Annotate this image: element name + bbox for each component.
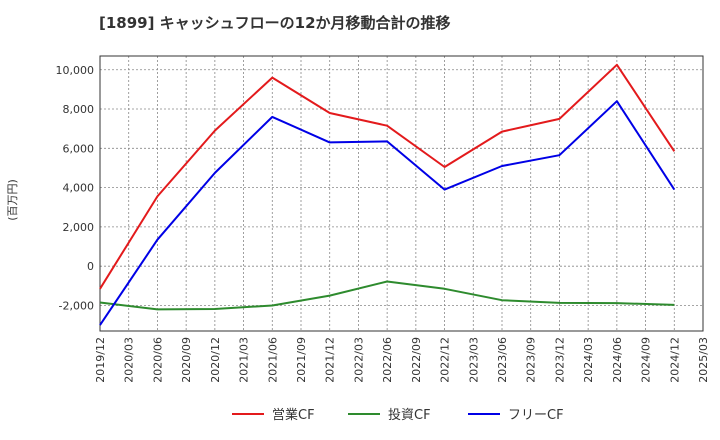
grid-lines: [99, 56, 704, 331]
x-tick-label: 2022/09: [410, 337, 423, 383]
chart-title: [1899] キャッシュフローの12か月移動合計の推移: [99, 14, 451, 32]
series-line-1: [99, 63, 676, 290]
y-axis-label: (百万円): [6, 179, 19, 221]
y-tick-label: 6,000: [63, 142, 95, 155]
y-tick-label: 2,000: [63, 221, 95, 234]
x-tick-label: 2023/06: [496, 337, 509, 383]
x-tick-label: 2020/06: [151, 337, 164, 383]
x-tick-label: 2019/12: [94, 337, 107, 383]
legend-label-2: 投資CF: [388, 407, 431, 423]
legend-label-1: 営業CF: [272, 407, 315, 423]
x-tick-label: 2024/06: [611, 337, 624, 383]
x-tick-label: 2024/12: [668, 337, 681, 383]
legend: 営業CF 投資CF フリーCF: [232, 407, 564, 423]
x-tick-label: 2024/03: [582, 337, 595, 383]
y-axis-ticks: -2,000 0 2,000 4,000 6,000 8,000 10,000: [56, 64, 95, 313]
x-tick-label: 2022/12: [439, 337, 452, 383]
x-tick-label: 2025/03: [697, 337, 710, 383]
y-tick-label: 10,000: [56, 64, 95, 77]
series-line-3: [99, 100, 676, 326]
x-tick-label: 2023/03: [467, 337, 480, 383]
x-tick-label: 2024/09: [640, 337, 653, 383]
x-tick-label: 2020/12: [209, 337, 222, 383]
plot-border: [99, 55, 704, 332]
series-line-2: [99, 280, 675, 311]
x-tick-label: 2023/12: [553, 337, 566, 383]
y-tick-label: 8,000: [63, 103, 95, 116]
y-tick-label: -2,000: [59, 299, 94, 312]
x-tick-label: 2021/09: [295, 337, 308, 383]
legend-label-3: フリーCF: [508, 408, 564, 423]
y-tick-label: 0: [87, 260, 94, 273]
x-axis-ticks: 2019/12 2020/03 2020/06 2020/09 2020/12 2021/…: [94, 337, 710, 383]
x-tick-label: 2022/06: [381, 337, 394, 383]
x-tick-label: 2022/03: [352, 337, 365, 383]
x-tick-label: 2020/03: [123, 337, 136, 383]
x-tick-label: 2021/03: [238, 337, 251, 383]
x-tick-label: 2020/09: [180, 337, 193, 383]
y-tick-label: 4,000: [63, 182, 95, 195]
x-tick-label: 2021/12: [324, 337, 337, 383]
series-lines: [99, 63, 676, 326]
axes: [99, 55, 704, 332]
x-tick-label: 2023/09: [525, 337, 538, 383]
x-tick-label: 2021/06: [266, 337, 279, 383]
